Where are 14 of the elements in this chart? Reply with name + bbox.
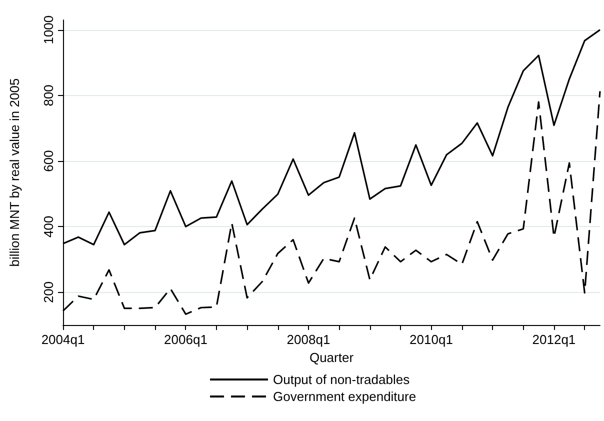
y-tick-label: 400 (41, 216, 56, 238)
y-tick-label: 800 (41, 84, 56, 106)
y-axis-title: billion MNT by real value in 2005 (7, 78, 22, 267)
x-tick-label: 2010q1 (410, 332, 453, 347)
x-tick-label: 2012q1 (532, 332, 576, 347)
y-tick-label: 600 (41, 150, 56, 172)
x-tick-label: 2008q1 (286, 332, 330, 347)
x-tick-label: 2004q1 (41, 332, 85, 347)
x-tick-label: 2006q1 (164, 332, 208, 347)
y-tick-label: 1000 (41, 15, 56, 44)
legend-label: Government expenditure (273, 389, 416, 404)
x-axis-title: Quarter (309, 350, 354, 365)
legend-label: Output of non-tradables (273, 372, 410, 387)
y-tick-label: 200 (41, 281, 56, 304)
